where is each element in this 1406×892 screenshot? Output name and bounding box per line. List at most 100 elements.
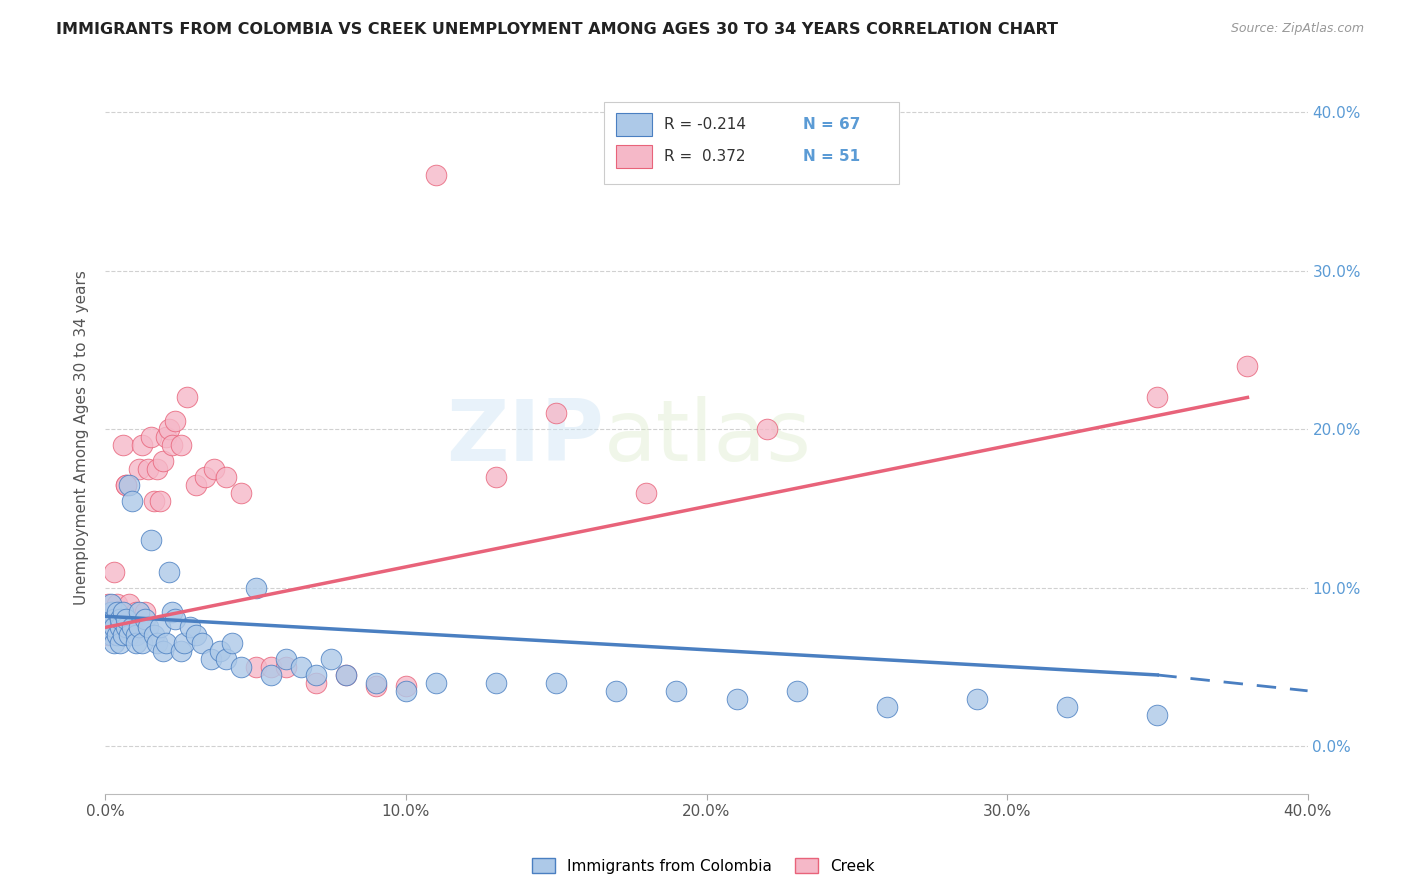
Point [115,612,138,626]
Point [245,581,267,595]
Point [155,636,177,650]
Point [110,605,132,619]
Point [97,620,120,634]
Point [725,691,748,706]
Point [103,612,125,626]
Point [160,438,183,452]
Point [260,660,283,674]
Point [100,605,122,619]
Point [124,605,146,619]
Point [124,636,146,650]
Point [184,477,207,491]
Point [97,597,120,611]
Point [364,679,387,693]
Point [305,668,328,682]
Point [115,477,138,491]
Point [131,636,153,650]
Point [214,469,236,483]
Point [107,620,129,634]
Point [121,620,143,634]
Point [97,612,120,626]
Point [425,169,447,183]
Point [485,469,508,483]
Point [229,660,252,674]
Point [103,565,125,579]
Text: N = 51: N = 51 [803,149,860,164]
Point [1236,359,1258,373]
Point [190,636,212,650]
Point [184,628,207,642]
Point [260,668,283,682]
Text: IMMIGRANTS FROM COLOMBIA VS CREEK UNEMPLOYMENT AMONG AGES 30 TO 34 YEARS CORRELA: IMMIGRANTS FROM COLOMBIA VS CREEK UNEMPL… [56,22,1059,37]
Point [112,605,135,619]
Point [121,493,143,508]
Point [112,438,135,452]
Point [755,422,778,436]
Point [131,438,153,452]
Point [163,414,186,428]
Point [97,628,120,642]
Point [148,493,170,508]
Point [160,605,183,619]
Point [142,628,165,642]
Text: R =  0.372: R = 0.372 [665,149,747,164]
Point [110,612,132,626]
Point [118,628,141,642]
Point [100,620,122,634]
Point [319,652,342,666]
Point [103,636,125,650]
Point [966,691,988,706]
Point [229,485,252,500]
Legend: Immigrants from Colombia, Creek: Immigrants from Colombia, Creek [526,852,880,880]
Point [148,620,170,634]
Y-axis label: Unemployment Among Ages 30 to 34 years: Unemployment Among Ages 30 to 34 years [75,269,90,605]
Point [100,605,122,619]
Point [157,565,180,579]
Point [155,430,177,444]
Point [115,477,138,491]
Point [214,652,236,666]
Point [305,676,328,690]
Point [100,628,122,642]
Point [200,652,222,666]
Point [134,612,156,626]
Point [145,636,167,650]
Point [546,676,568,690]
Point [665,683,688,698]
Point [173,636,195,650]
Point [546,406,568,420]
Point [194,469,217,483]
Point [395,683,418,698]
Point [157,422,180,436]
Point [107,628,129,642]
Point [112,620,135,634]
Point [274,660,297,674]
Point [786,683,808,698]
Point [152,454,174,468]
Point [152,644,174,658]
Point [364,676,387,690]
Point [169,438,191,452]
Point [208,644,231,658]
Text: N = 67: N = 67 [803,117,860,132]
Point [103,620,125,634]
Point [169,644,191,658]
FancyBboxPatch shape [616,113,652,136]
Text: atlas: atlas [605,395,813,479]
Point [605,683,627,698]
Point [110,612,132,626]
Point [121,612,143,626]
Point [335,668,357,682]
Point [124,628,146,642]
Point [425,676,447,690]
Point [335,668,357,682]
Point [100,597,122,611]
Point [245,660,267,674]
Point [876,699,898,714]
Text: R = -0.214: R = -0.214 [665,117,747,132]
Point [163,612,186,626]
Point [139,533,162,548]
Point [107,605,129,619]
Point [221,636,243,650]
Point [118,477,141,491]
